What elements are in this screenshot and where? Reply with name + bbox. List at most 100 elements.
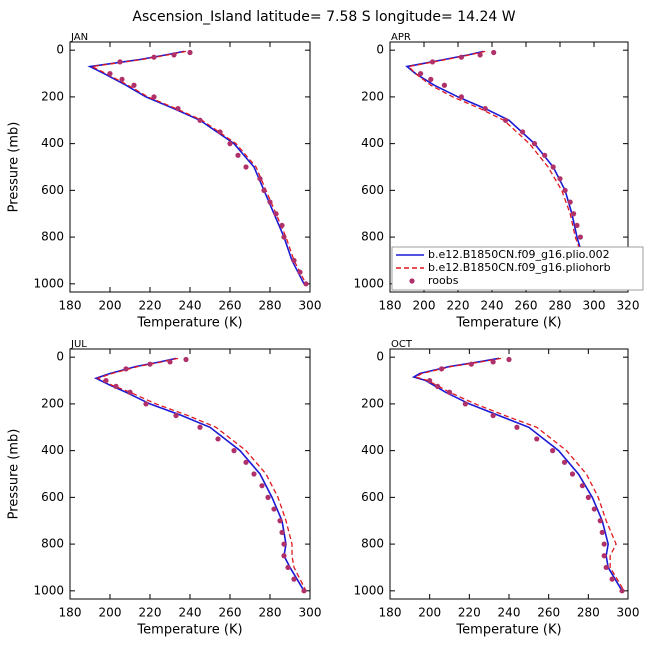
y-tick-label: 0 [56,43,64,57]
obs-point [261,187,267,193]
obs-point [458,54,464,60]
obs-point [531,141,538,147]
x-tick-label: 220 [139,606,162,620]
obs-point [297,269,303,275]
panel: APR 180 200 220 240 260 280 300 320 0 200 400 600 800… [353,32,644,331]
x-tick-label: 200 [99,299,122,313]
obs-point [143,401,149,407]
obs-point [601,541,607,547]
x-tick-label: 280 [577,606,600,620]
obs-point [577,234,584,240]
y-tick-label: 800 [41,230,64,244]
y-tick-label: 1000 [353,276,384,290]
x-tick-label: 240 [179,606,202,620]
y-tick-label: 400 [41,136,64,150]
y-tick-label: 400 [41,443,64,457]
obs-point [477,52,483,58]
obs-point [562,187,568,193]
x-axis-label: Temperature (K) [136,316,242,331]
x-tick-label: 280 [549,299,572,313]
y-tick-label: 200 [41,89,64,103]
obs-point [435,383,441,389]
panel: JUL 180 200 220 240 260 280 300 0 200 400 600 800 100… [7,339,322,638]
obs-point [534,436,540,442]
obs-point [482,105,488,112]
obs-point [251,471,257,477]
obs-point [285,564,291,571]
obs-point [171,52,177,58]
obs-point [503,117,509,123]
profile-line [96,357,307,592]
obs-point [175,105,181,112]
x-tick-label: 280 [259,299,282,313]
x-tick-label: 280 [259,606,282,620]
y-tick-label: 0 [376,350,384,364]
obs-point [267,199,273,205]
obs-point [458,94,464,100]
y-tick-label: 0 [56,350,64,364]
y-tick-label: 600 [41,183,64,197]
panel: OCT 180 200 220 240 260 280 300 0 200 400 600 800 100… [353,339,639,638]
x-tick-label: 220 [447,299,470,313]
y-tick-label: 400 [361,443,384,457]
obs-point [215,436,221,442]
obs-point [131,82,137,88]
x-tick-label: 200 [99,606,122,620]
x-tick-label: 180 [379,299,402,313]
obs-point [151,94,157,100]
plot-frame [389,41,629,293]
obs-point [173,412,179,419]
legend-marker [409,278,415,284]
profile-line [93,357,305,592]
y-tick-label: 600 [41,490,64,504]
profile-line [89,50,307,285]
legend-box [391,246,644,291]
y-tick-label: 200 [361,396,384,410]
obs-point [490,412,496,419]
obs-point [197,424,203,430]
obs-point [609,576,615,582]
obs-point [603,564,609,571]
x-axis-label: Temperature (K) [455,316,561,331]
obs-point [107,70,113,77]
y-axis-label: Pressure (mb) [7,429,22,520]
obs-point [427,377,433,384]
panel: JAN 180 200 220 240 260 280 300 0 200 400 600 800 100… [7,32,322,331]
x-tick-label: 260 [515,299,538,313]
obs-point [601,553,607,559]
x-tick-label: 220 [139,299,162,313]
y-tick-label: 800 [41,537,64,551]
y-tick-label: 0 [376,43,384,57]
obs-point [265,494,271,500]
panel-label: APR [391,32,411,43]
legend-label: b.e12.B1850CN.f09_g16.pliohorb [428,261,611,274]
obs-point [490,359,496,365]
obs-point [491,49,497,56]
obs-point [567,199,573,205]
obs-point [187,49,193,56]
x-tick-label: 240 [481,299,504,313]
obs-point [291,576,297,582]
y-tick-label: 800 [361,230,384,244]
obs-point [277,518,283,524]
obs-point [119,76,125,82]
x-axis-label: Temperature (K) [455,623,561,638]
y-tick-label: 400 [361,136,384,150]
obs-point [197,117,203,123]
figure-title: Ascension_Island latitude= 7.58 S longit… [132,9,515,25]
plot-frame [69,348,311,600]
x-tick-label: 260 [537,606,560,620]
profile-line [414,357,625,592]
obs-point [571,211,577,217]
obs-point [273,211,279,217]
x-tick-label: 300 [299,606,322,620]
y-tick-label: 1000 [33,276,64,290]
y-tick-label: 1000 [33,583,64,597]
obs-point [113,383,119,389]
obs-point [557,176,563,182]
y-tick-label: 600 [361,183,384,197]
obs-point [281,234,287,240]
obs-point [259,483,265,489]
obs-point [151,54,157,60]
